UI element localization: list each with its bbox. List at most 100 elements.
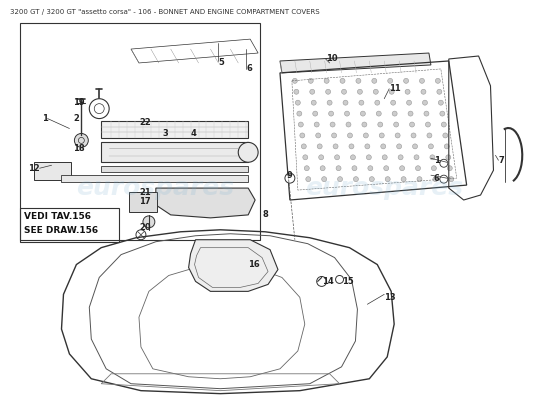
Polygon shape [101,166,248,172]
Text: 9: 9 [287,171,293,180]
Circle shape [389,89,394,94]
Circle shape [417,177,422,182]
Circle shape [343,100,348,105]
Text: 7: 7 [498,156,504,165]
Circle shape [317,276,327,286]
Circle shape [440,175,448,183]
Text: VEDI TAV.156: VEDI TAV.156 [24,212,91,221]
Circle shape [447,166,452,171]
Circle shape [379,133,384,138]
Text: 8: 8 [262,210,268,219]
Circle shape [376,111,381,116]
Polygon shape [101,120,248,138]
Circle shape [354,177,359,182]
Text: 4: 4 [191,129,196,138]
Circle shape [329,111,334,116]
Circle shape [316,133,321,138]
Circle shape [330,122,335,127]
Circle shape [404,78,409,83]
Circle shape [440,159,448,167]
Circle shape [327,100,332,105]
Circle shape [334,155,339,160]
Bar [129,192,157,212]
Text: 2: 2 [73,114,79,123]
Circle shape [294,89,299,94]
Circle shape [424,111,429,116]
Circle shape [350,155,355,160]
Circle shape [306,177,311,182]
Circle shape [301,144,306,149]
Text: 21: 21 [139,188,151,196]
Circle shape [356,78,361,83]
Text: 1: 1 [434,156,440,165]
Circle shape [311,100,316,105]
Circle shape [428,144,433,149]
Circle shape [238,142,258,162]
Circle shape [318,155,323,160]
Text: 6: 6 [434,174,440,183]
Circle shape [408,111,413,116]
Circle shape [405,89,410,94]
Circle shape [431,166,436,171]
Circle shape [444,144,449,149]
Bar [20,208,119,242]
Circle shape [326,89,331,94]
Circle shape [427,133,432,138]
Text: 19: 19 [73,98,85,107]
Circle shape [74,134,89,147]
Circle shape [385,177,390,182]
Circle shape [349,144,354,149]
Polygon shape [156,188,255,218]
Circle shape [398,155,403,160]
Circle shape [136,230,146,240]
Circle shape [338,177,343,182]
Circle shape [310,89,315,94]
Circle shape [346,122,351,127]
Circle shape [415,166,421,171]
Text: 22: 22 [139,118,151,127]
Circle shape [340,78,345,83]
Circle shape [360,111,365,116]
Text: 3200 GT / 3200 GT "assetto corsa" - 106 - BONNET AND ENGINE COMPARTMENT COVERS: 3200 GT / 3200 GT "assetto corsa" - 106 … [10,9,320,15]
Circle shape [332,133,337,138]
Circle shape [430,155,435,160]
Circle shape [364,133,368,138]
Circle shape [437,89,442,94]
Text: 11: 11 [389,84,401,93]
Circle shape [342,89,346,94]
Polygon shape [62,175,248,182]
Circle shape [426,122,431,127]
Circle shape [358,89,362,94]
Text: 20: 20 [139,223,151,232]
Circle shape [384,166,389,171]
Circle shape [412,144,417,149]
Circle shape [388,78,393,83]
Circle shape [297,111,302,116]
Text: eurospares: eurospares [305,176,463,200]
Circle shape [303,155,308,160]
Circle shape [378,122,383,127]
Circle shape [406,100,411,105]
Circle shape [440,111,445,116]
Circle shape [333,144,338,149]
Bar [20,23,260,240]
Text: 5: 5 [218,58,224,68]
Circle shape [336,276,344,284]
Circle shape [322,177,327,182]
Circle shape [441,122,446,127]
Circle shape [438,100,443,105]
Text: 14: 14 [322,277,333,286]
Circle shape [411,133,416,138]
Bar [34,162,72,180]
Circle shape [324,78,329,83]
Circle shape [366,155,371,160]
Text: 3: 3 [163,129,168,138]
Polygon shape [101,142,248,162]
Circle shape [421,89,426,94]
Circle shape [381,144,386,149]
Circle shape [414,155,419,160]
Circle shape [295,100,300,105]
Text: 10: 10 [326,54,337,64]
Circle shape [298,122,303,127]
Polygon shape [189,240,278,291]
